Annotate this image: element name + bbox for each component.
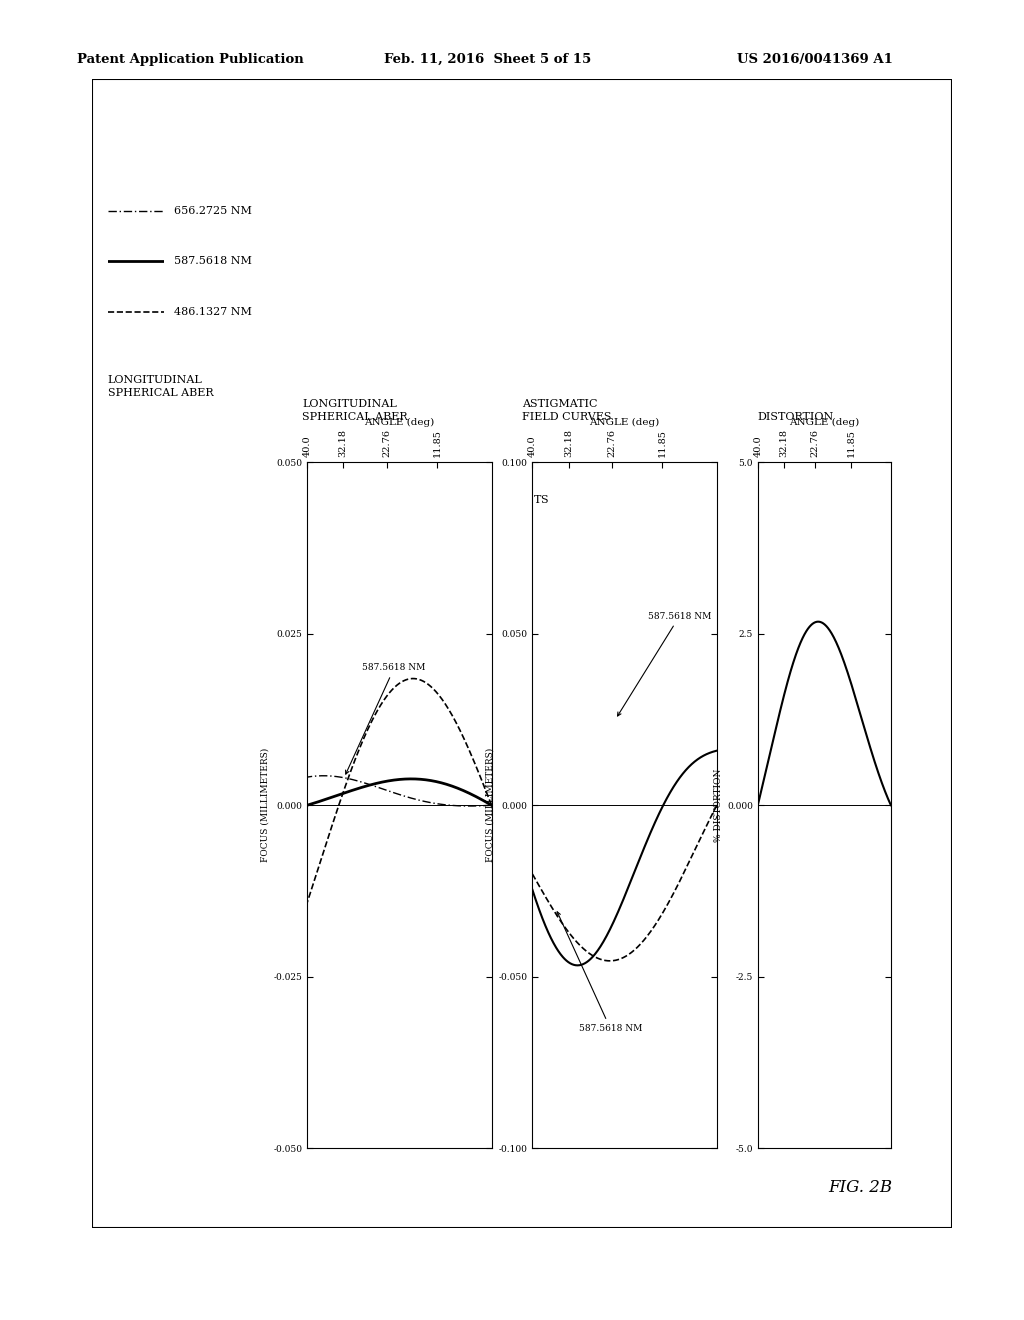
X-axis label: ANGLE (deg): ANGLE (deg) xyxy=(365,418,434,426)
Text: FIG. 2B: FIG. 2B xyxy=(828,1180,892,1196)
Text: 587.5618 NM: 587.5618 NM xyxy=(345,664,426,774)
Y-axis label: % DISTORTION: % DISTORTION xyxy=(714,768,723,842)
Text: LONGITUDINAL
SPHERICAL ABER: LONGITUDINAL SPHERICAL ABER xyxy=(108,375,213,399)
Y-axis label: FOCUS (MILLIMETERS): FOCUS (MILLIMETERS) xyxy=(260,748,269,862)
Text: ASTIGMATIC
FIELD CURVES: ASTIGMATIC FIELD CURVES xyxy=(522,399,611,422)
Text: 656.2725 NM: 656.2725 NM xyxy=(174,206,252,216)
Text: 587.5618 NM: 587.5618 NM xyxy=(174,256,252,267)
Text: 587.5618 NM: 587.5618 NM xyxy=(557,912,642,1032)
Text: LONGITUDINAL
SPHERICAL ABER: LONGITUDINAL SPHERICAL ABER xyxy=(302,399,408,422)
Text: 587.5618 NM: 587.5618 NM xyxy=(617,612,711,715)
Y-axis label: FOCUS (MILLIMETERS): FOCUS (MILLIMETERS) xyxy=(485,748,495,862)
Text: Patent Application Publication: Patent Application Publication xyxy=(77,53,303,66)
Text: T: T xyxy=(534,495,541,506)
Text: Feb. 11, 2016  Sheet 5 of 15: Feb. 11, 2016 Sheet 5 of 15 xyxy=(384,53,591,66)
Text: 486.1327 NM: 486.1327 NM xyxy=(174,306,252,317)
X-axis label: ANGLE (deg): ANGLE (deg) xyxy=(590,418,659,426)
Text: S: S xyxy=(541,495,548,506)
X-axis label: ANGLE (deg): ANGLE (deg) xyxy=(790,418,859,426)
Text: DISTORTION: DISTORTION xyxy=(758,412,834,422)
Text: US 2016/0041369 A1: US 2016/0041369 A1 xyxy=(737,53,893,66)
